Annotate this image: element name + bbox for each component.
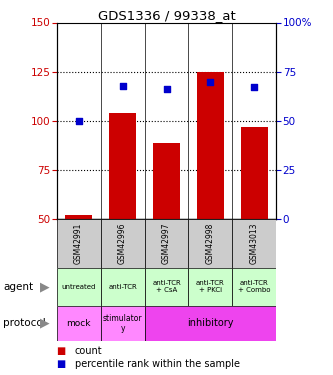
Text: anti-TCR
+ Combo: anti-TCR + Combo bbox=[238, 280, 271, 293]
Bar bbox=[232, 219, 276, 268]
Text: ▶: ▶ bbox=[40, 317, 50, 330]
Bar bbox=[101, 268, 145, 306]
Point bbox=[252, 84, 257, 90]
Bar bbox=[57, 219, 101, 268]
Text: ■: ■ bbox=[57, 359, 66, 369]
Text: mock: mock bbox=[66, 319, 91, 328]
Bar bbox=[101, 306, 145, 341]
Text: GSM42998: GSM42998 bbox=[206, 223, 215, 264]
Text: agent: agent bbox=[3, 282, 33, 291]
Point bbox=[76, 118, 81, 124]
Text: GSM43013: GSM43013 bbox=[250, 223, 259, 264]
Text: GSM42997: GSM42997 bbox=[162, 223, 171, 264]
Bar bbox=[145, 306, 276, 341]
Text: ■: ■ bbox=[57, 346, 66, 355]
Bar bbox=[145, 268, 188, 306]
Bar bbox=[65, 215, 92, 219]
Bar bbox=[57, 268, 101, 306]
Text: protocol: protocol bbox=[3, 318, 46, 328]
Text: GDS1336 / 99338_at: GDS1336 / 99338_at bbox=[98, 9, 235, 22]
Text: GSM42996: GSM42996 bbox=[118, 223, 127, 264]
Bar bbox=[109, 113, 136, 219]
Text: untreated: untreated bbox=[61, 284, 96, 290]
Point bbox=[208, 79, 213, 85]
Bar bbox=[197, 72, 224, 219]
Bar bbox=[145, 219, 188, 268]
Point bbox=[164, 87, 169, 93]
Text: GSM42991: GSM42991 bbox=[74, 223, 83, 264]
Bar bbox=[57, 306, 101, 341]
Text: ▶: ▶ bbox=[40, 280, 50, 293]
Point bbox=[120, 82, 125, 88]
Bar bbox=[188, 219, 232, 268]
Text: anti-TCR
+ PKCi: anti-TCR + PKCi bbox=[196, 280, 225, 293]
Text: anti-TCR
+ CsA: anti-TCR + CsA bbox=[152, 280, 181, 293]
Text: anti-TCR: anti-TCR bbox=[108, 284, 137, 290]
Bar bbox=[101, 219, 145, 268]
Text: inhibitory: inhibitory bbox=[187, 318, 234, 328]
Bar bbox=[153, 142, 180, 219]
Bar bbox=[232, 268, 276, 306]
Text: stimulator
y: stimulator y bbox=[103, 314, 142, 333]
Text: percentile rank within the sample: percentile rank within the sample bbox=[75, 359, 240, 369]
Text: count: count bbox=[75, 346, 103, 355]
Bar bbox=[241, 127, 268, 219]
Bar bbox=[188, 268, 232, 306]
